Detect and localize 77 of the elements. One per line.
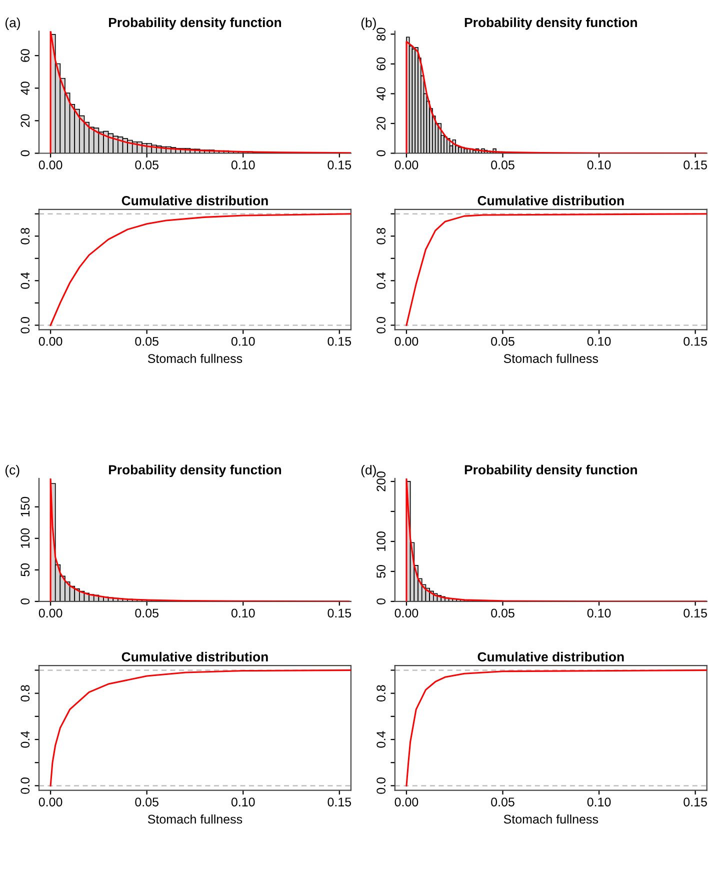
y-tick-label: 150: [20, 496, 30, 516]
y-tick-label: 0.0: [376, 777, 386, 794]
y-tick-label: 200: [376, 472, 386, 492]
y-tick-label: 0.0: [20, 777, 30, 794]
x-tick-label: 0.05: [491, 798, 514, 806]
x-tick-label: 0.05: [491, 608, 514, 618]
y-tick-label: 40: [376, 87, 386, 100]
text: (b): [361, 18, 376, 30]
x-tick-label: 0.00: [38, 160, 62, 170]
y-tick-label: 50: [20, 563, 30, 576]
y-tick-label: 0.8: [20, 685, 30, 702]
x-axis-title: Stomach fullness: [148, 354, 242, 364]
y-tick-label: 20: [20, 114, 30, 128]
x-tick-label: 0.05: [135, 798, 158, 806]
x-tick-label: 0.10: [231, 798, 255, 806]
y-tick-label: 0.8: [376, 228, 386, 244]
x-tick-label: 0.00: [394, 798, 418, 806]
x-tick-label: 0.05: [491, 336, 514, 346]
y-tick-label: 0.4: [20, 272, 30, 289]
x-tick-label: 0.15: [328, 336, 352, 346]
y-tick-label: 100: [376, 532, 386, 551]
x-tick-label: 0.00: [38, 336, 62, 346]
y-tick-label: 0: [376, 150, 386, 156]
x-tick-label: 0.15: [684, 160, 707, 170]
chart-title: Probability density function: [108, 464, 282, 478]
x-tick-label: 0.15: [328, 798, 352, 806]
x-tick-label: 0.15: [328, 160, 352, 170]
y-tick-label: 0.4: [20, 731, 30, 748]
x-tick-label: 0.05: [135, 608, 158, 618]
x-tick-label: 0.15: [684, 608, 707, 618]
chart-title: Cumulative distribution: [122, 196, 268, 206]
y-tick-label: 50: [376, 564, 386, 578]
y-tick-label: 0.0: [20, 317, 30, 334]
x-tick-label: 0.10: [231, 160, 255, 170]
x-tick-label: 0.10: [587, 798, 611, 806]
x-axis-title: Stomach fullness: [504, 814, 598, 824]
y-tick-label: 0: [20, 150, 30, 156]
x-tick-label: 0.00: [394, 608, 418, 618]
x-tick-label: 0.00: [38, 798, 62, 806]
text: (c): [6, 464, 20, 478]
x-tick-label: 0.10: [231, 608, 255, 618]
chart-title: Cumulative distribution: [478, 652, 624, 662]
y-tick-label: 20: [376, 117, 386, 130]
y-tick-label: 100: [20, 528, 30, 548]
y-tick-label: 0.4: [376, 272, 386, 289]
y-tick-label: 40: [20, 82, 30, 95]
x-tick-label: 0.00: [394, 160, 418, 170]
chart-title: Probability density function: [464, 17, 637, 30]
y-tick-label: 60: [376, 57, 386, 70]
y-tick-label: 60: [20, 49, 30, 62]
y-tick-label: 0.8: [20, 228, 30, 244]
x-tick-label: 0.15: [684, 336, 707, 346]
text: (a): [6, 18, 20, 30]
y-tick-label: 80: [376, 28, 386, 41]
x-tick-label: 0.10: [587, 336, 611, 346]
y-tick-label: 0.0: [376, 317, 386, 334]
x-tick-label: 0.10: [231, 336, 255, 346]
chart-title: Cumulative distribution: [478, 196, 624, 206]
x-tick-label: 0.05: [135, 336, 158, 346]
y-tick-label: 0.8: [376, 685, 386, 702]
x-tick-label: 0.05: [491, 160, 514, 170]
x-tick-label: 0.00: [38, 608, 62, 618]
chart-title: Probability density function: [464, 464, 637, 478]
chart-title: Cumulative distribution: [122, 652, 268, 662]
x-tick-label: 0.15: [684, 798, 707, 806]
x-tick-label: 0.10: [587, 160, 611, 170]
x-tick-label: 0.05: [135, 160, 158, 170]
x-axis-title: Stomach fullness: [148, 814, 242, 824]
x-axis-title: Stomach fullness: [504, 354, 598, 364]
x-tick-label: 0.15: [328, 608, 352, 618]
x-tick-label: 0.00: [394, 336, 418, 346]
y-tick-label: 0: [20, 598, 30, 604]
y-tick-label: 0.4: [376, 731, 386, 748]
x-tick-label: 0.10: [587, 608, 611, 618]
y-tick-label: 0: [376, 598, 386, 604]
text: (d): [361, 464, 376, 478]
chart-title: Probability density function: [108, 17, 282, 30]
